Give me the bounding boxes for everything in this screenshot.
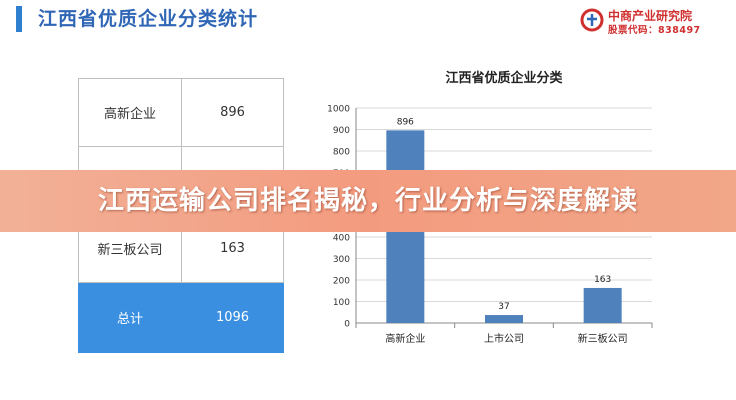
chart-title: 江西省优质企业分类 — [445, 70, 563, 86]
bar — [583, 287, 622, 323]
logo-name: 中商产业研究院 — [608, 9, 693, 23]
company-logo: 中商产业研究院 股票代码：838497 — [580, 6, 730, 36]
slide-title: 江西省优质企业分类统计 — [38, 8, 259, 30]
title-accent-bar — [16, 6, 22, 32]
y-tick-label: 100 — [333, 298, 350, 308]
slide-header: 江西省优质企业分类统计 — [0, 0, 736, 40]
bar-value-label: 163 — [594, 275, 611, 285]
y-tick-label: 1000 — [327, 105, 350, 115]
bar-value-label: 37 — [498, 302, 509, 312]
bar-value-label: 896 — [397, 117, 414, 127]
table-row: 高新企业 896 — [78, 78, 284, 147]
bar — [485, 315, 523, 323]
x-tick-label: 上市公司 — [484, 332, 524, 345]
y-tick-label: 400 — [333, 234, 350, 244]
table-cell-label: 高新企业 — [78, 78, 182, 147]
logo-stock-code: 股票代码：838497 — [608, 25, 701, 36]
y-tick-label: 900 — [333, 126, 350, 136]
banner-text: 江西运输公司排名揭秘，行业分析与深度解读 — [97, 186, 638, 216]
table-total-label: 总计 — [78, 282, 182, 353]
table-total-row: 总计 1096 — [78, 282, 284, 353]
x-tick-label: 高新企业 — [385, 332, 425, 345]
y-tick-label: 800 — [333, 148, 350, 158]
table-total-value: 1096 — [181, 282, 284, 353]
x-tick-label: 新三板公司 — [578, 332, 628, 345]
table-cell-value: 896 — [181, 78, 284, 147]
y-tick-label: 200 — [333, 277, 350, 287]
logo-icon — [580, 8, 604, 32]
y-tick-label: 300 — [333, 255, 350, 265]
y-tick-label: 0 — [344, 320, 350, 330]
overlay-banner: 江西运输公司排名揭秘，行业分析与深度解读 — [0, 170, 736, 232]
